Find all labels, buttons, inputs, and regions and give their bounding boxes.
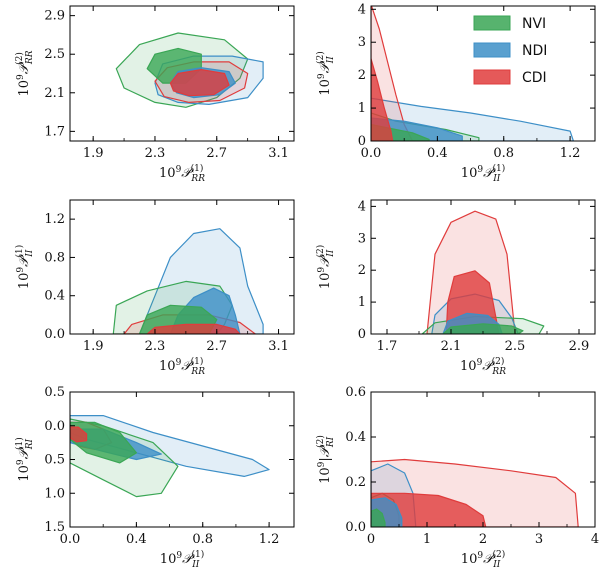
legend-label-ndi: NDI [522, 43, 547, 59]
x-tick-label: 0.8 [192, 532, 213, 547]
x-tick-label: 3.1 [268, 146, 289, 161]
legend: NVI NDI CDI [473, 15, 547, 86]
y-tick-label: 4 [358, 2, 366, 17]
y-tick-label: 0 [358, 327, 366, 342]
y-axis-label: 109𝒫(1)RI10⁹P_RI⁽¹⁾ [14, 437, 35, 481]
legend-swatch-nvi [473, 15, 511, 31]
panel-p21: 1.9 2.3 2.7 3.1 0.0 0.4 0.8 1.2 109𝒫(1) RR10⁹P_RR… [14, 199, 295, 377]
contour-cdi-inner [169, 69, 230, 97]
x-tick-label: 1.7 [377, 339, 398, 354]
contour-nvi-inner [442, 323, 524, 334]
y-tick-label: 0.4 [345, 430, 366, 445]
y-tick-label: 2.9 [44, 9, 65, 24]
x-tick-label: 0 [367, 532, 375, 547]
y-tick-label: 1.2 [44, 212, 65, 227]
x-tick-label: 2.3 [145, 339, 166, 354]
y-tick-label: 0.0 [345, 520, 366, 535]
x-tick-label: 2.1 [441, 339, 462, 354]
x-tick-label: 1.2 [560, 146, 581, 161]
x-tick-label: 1.9 [83, 146, 104, 161]
y-tick-label: 3 [358, 35, 366, 50]
y-tick-label: 4 [358, 199, 366, 214]
x-tick-label: 2.5 [505, 339, 526, 354]
y-tick-label: 0.4 [44, 289, 65, 304]
contour-cdi-inner [70, 426, 88, 443]
x-tick-label: 3 [535, 532, 543, 547]
y-tick-label: 0.0 [44, 419, 65, 434]
y-tick-label: 1 [358, 101, 366, 116]
contour-nvi-inner [70, 421, 137, 464]
x-tick-label: 2.9 [569, 339, 590, 354]
y-tick-label: 1 [358, 295, 366, 310]
x-tick-label: 0.4 [427, 146, 448, 161]
y-tick-label: 0.5 [44, 385, 65, 400]
legend-label-nvi: NVI [522, 16, 546, 32]
x-tick-label: 2.7 [206, 339, 227, 354]
x-tick-label: 0.0 [361, 146, 382, 161]
x-tick-label: 1.9 [83, 339, 104, 354]
x-tick-label: 2.7 [206, 146, 227, 161]
y-tick-label: 1.0 [44, 486, 65, 501]
panel-frame [69, 199, 295, 335]
x-tick-label: 2.3 [145, 146, 166, 161]
panel-p11: 1.9 2.3 2.7 3.1 1.7 2.1 2.5 2.9 109𝒫(1) RR10⁹P_RR… [14, 5, 295, 184]
y-tick-label: 3 [358, 231, 366, 246]
x-tick-label: 0.4 [126, 532, 147, 547]
contour-nvi-inner [371, 508, 386, 527]
y-tick-label: 2.1 [44, 86, 65, 101]
y-tick-label: 2.5 [44, 47, 65, 62]
contour-cdi-inner [371, 58, 394, 141]
panel-frame [69, 5, 295, 142]
legend-swatch-cdi [473, 69, 511, 85]
x-tick-label: 2 [479, 532, 487, 547]
y-tick-label: 1.7 [44, 124, 65, 139]
x-tick-label: 4 [591, 532, 599, 547]
y-tick-label: 2 [358, 263, 366, 278]
panel-p31: 0.0 0.4 0.8 1.2 0.5 0.0 0.5 1.0 1.5 109𝒫(1) II10⁹P… [14, 385, 295, 570]
y-tick-label: 0 [358, 134, 366, 149]
y-tick-label: 0.0 [44, 327, 65, 342]
x-tick-label: 0.8 [493, 146, 514, 161]
y-tick-label: 0.2 [345, 475, 366, 490]
x-tick-label: 0.0 [60, 532, 81, 547]
x-tick-label: 3.1 [268, 339, 289, 354]
panel-frame [370, 5, 596, 142]
y-tick-label: 0.5 [44, 453, 65, 468]
y-tick-label: 0.6 [345, 385, 366, 400]
y-tick-label: 2 [358, 68, 366, 83]
y-tick-label: 0.8 [44, 250, 65, 265]
x-tick-label: 1 [423, 532, 431, 547]
x-tick-label: 1.2 [259, 532, 280, 547]
legend-swatch-ndi [473, 42, 511, 58]
legend-label-cdi: CDI [522, 70, 547, 86]
y-tick-label: 1.5 [44, 520, 65, 535]
y-axis-label: 109|𝒫(2)RI10⁹|P_RI⁽²⁾| [315, 435, 336, 484]
